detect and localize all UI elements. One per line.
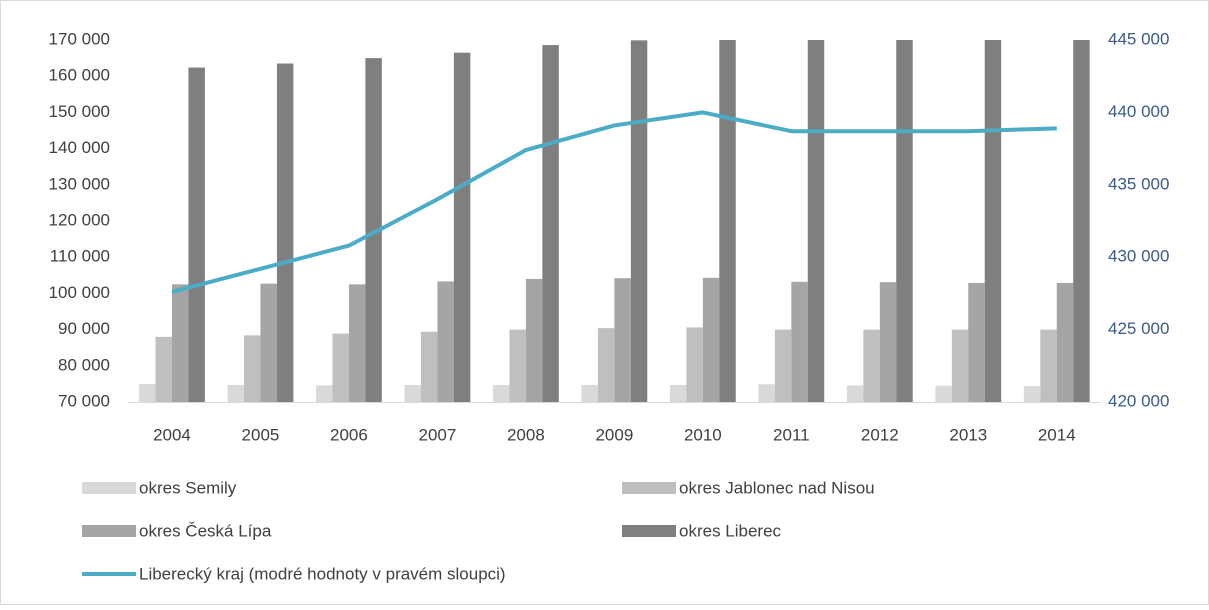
legend-symbol <box>622 482 676 494</box>
bar <box>348 284 366 402</box>
bar <box>244 335 261 402</box>
bar <box>614 278 631 402</box>
bar <box>525 278 543 402</box>
bar <box>807 40 825 402</box>
x-tick-label: 2009 <box>595 425 633 444</box>
x-tick-label: 2011 <box>773 425 810 444</box>
bar <box>404 384 421 402</box>
bar <box>791 281 808 402</box>
bar <box>509 329 526 402</box>
legend-symbol <box>82 482 136 494</box>
y-tick-label: 150 000 <box>49 102 110 121</box>
bar <box>879 282 897 402</box>
bar <box>155 336 172 402</box>
bar <box>581 384 598 402</box>
bar <box>896 40 913 402</box>
x-tick-label: 2010 <box>684 425 722 444</box>
x-tick-label: 2014 <box>1038 425 1076 444</box>
bar <box>171 284 189 402</box>
legend-label: okres Jablonec nad Nisou <box>679 478 875 497</box>
legend-label: okres Česká Lípa <box>139 521 272 540</box>
bar <box>686 327 703 402</box>
y-tick-label: 120 000 <box>49 210 110 229</box>
bar <box>630 40 648 402</box>
y-tick-label: 110 000 <box>50 247 110 266</box>
y2-tick-label: 435 000 <box>1108 174 1169 193</box>
bar <box>597 328 615 402</box>
y-tick-label: 140 000 <box>49 138 110 157</box>
legend-symbol <box>622 525 676 537</box>
bar <box>1073 40 1090 402</box>
bar <box>276 63 294 402</box>
bar <box>669 384 687 402</box>
y-tick-label: 170 000 <box>49 29 110 48</box>
bar <box>260 283 277 402</box>
x-tick-label: 2004 <box>153 425 191 444</box>
x-tick-label: 2006 <box>330 425 368 444</box>
bar <box>492 384 510 402</box>
bar <box>227 384 245 402</box>
bar <box>420 331 438 402</box>
x-tick-label: 2005 <box>242 425 280 444</box>
bar <box>846 385 864 402</box>
x-tick-label: 2013 <box>949 425 987 444</box>
bar <box>1056 282 1074 402</box>
y-tick-label: 70 000 <box>58 391 110 410</box>
bar <box>951 329 969 402</box>
line <box>171 110 1057 294</box>
y-tick-label: 90 000 <box>58 319 110 338</box>
bar <box>332 333 349 402</box>
bar <box>758 384 775 402</box>
bar <box>968 282 985 402</box>
y-tick-label: 160 000 <box>49 66 110 85</box>
bar <box>863 329 880 402</box>
bar <box>139 383 156 402</box>
y-tick-label: 100 000 <box>49 283 110 302</box>
legend-label: okres Semily <box>139 478 237 497</box>
bar <box>316 385 333 402</box>
bar <box>774 329 792 402</box>
legend-label: Liberecký kraj (modré hodnoty v pravém s… <box>139 564 506 583</box>
legend-symbol <box>82 525 136 537</box>
bar <box>935 385 952 402</box>
bar <box>542 45 559 402</box>
x-tick-label: 2008 <box>507 425 545 444</box>
y-tick-label: 80 000 <box>58 355 110 374</box>
y2-tick-label: 440 000 <box>1108 102 1169 121</box>
y2-tick-label: 445 000 <box>1108 29 1169 48</box>
x-tick-label: 2007 <box>419 425 457 444</box>
bar <box>984 40 1002 402</box>
bar <box>1023 386 1041 402</box>
bar <box>188 67 205 402</box>
y-tick-label: 130 000 <box>49 174 110 193</box>
bar <box>1040 329 1057 402</box>
bar <box>719 40 736 402</box>
x-tick-label: 2012 <box>861 425 899 444</box>
bar <box>453 52 471 402</box>
y2-tick-label: 425 000 <box>1108 319 1169 338</box>
y2-tick-label: 430 000 <box>1108 247 1169 266</box>
bar <box>437 281 454 402</box>
legend-label: okres Liberec <box>679 521 782 540</box>
y2-tick-label: 420 000 <box>1108 391 1169 410</box>
bar <box>365 58 382 402</box>
bar <box>702 277 720 402</box>
